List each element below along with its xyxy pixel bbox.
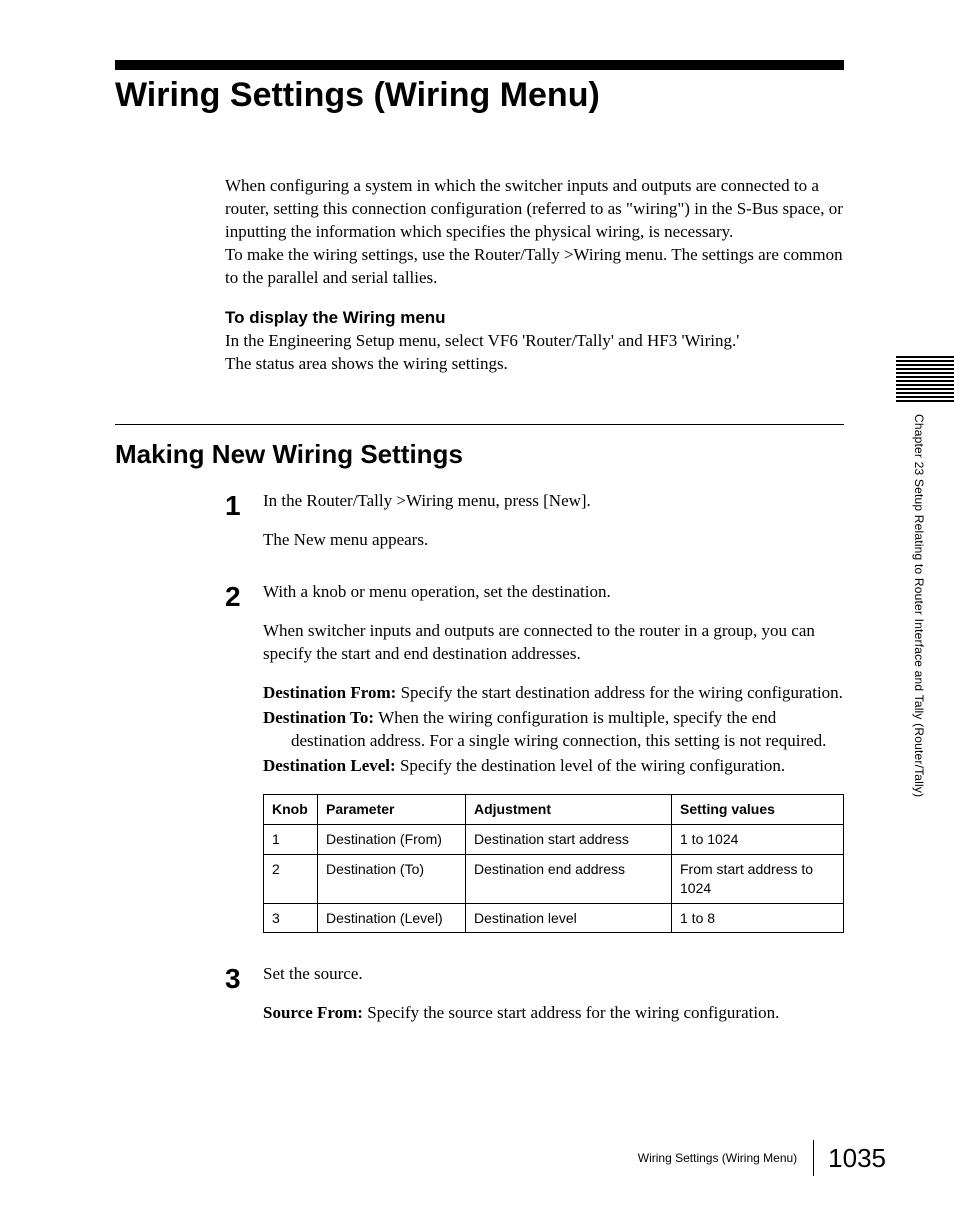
title-rule <box>115 60 844 70</box>
th-adjustment: Adjustment <box>466 795 672 825</box>
th-knob: Knob <box>264 795 318 825</box>
td: 1 <box>264 824 318 854</box>
step-number: 1 <box>225 490 263 568</box>
display-p1: In the Engineering Setup menu, select VF… <box>225 331 739 350</box>
step-1-p2: The New menu appears. <box>263 529 844 552</box>
intro-paragraph: When configuring a system in which the s… <box>225 175 844 290</box>
td: 2 <box>264 854 318 903</box>
def-term: Destination To: <box>263 708 378 727</box>
footer-title: Wiring Settings (Wiring Menu) <box>638 1151 797 1165</box>
page-title: Wiring Settings (Wiring Menu) <box>115 76 844 115</box>
step-1-p1: In the Router/Tally >Wiring menu, press … <box>263 490 844 513</box>
step-3: 3 Set the source. Source From: Specify t… <box>225 963 844 1041</box>
td: Destination (From) <box>318 824 466 854</box>
definition-list: Source From: Specify the source start ad… <box>263 1002 844 1025</box>
td: 3 <box>264 903 318 933</box>
step-3-p1: Set the source. <box>263 963 844 986</box>
td: Destination end address <box>466 854 672 903</box>
step-2-p1: With a knob or menu operation, set the d… <box>263 581 844 604</box>
td: Destination (To) <box>318 854 466 903</box>
def-term: Source From: <box>263 1003 367 1022</box>
intro-p2: To make the wiring settings, use the Rou… <box>225 245 843 287</box>
td: Destination level <box>466 903 672 933</box>
step-number: 2 <box>225 581 263 949</box>
td: 1 to 8 <box>672 903 844 933</box>
intro-p1: When configuring a system in which the s… <box>225 176 843 241</box>
footer-page-number: 1035 <box>828 1143 886 1174</box>
def-source-from: Source From: Specify the source start ad… <box>263 1002 844 1025</box>
table-row: 2 Destination (To) Destination end addre… <box>264 854 844 903</box>
display-p2: The status area shows the wiring setting… <box>225 354 508 373</box>
def-destination-to: Destination To: When the wiring configur… <box>263 707 844 753</box>
footer-rule <box>813 1140 814 1176</box>
def-term: Destination From: <box>263 683 401 702</box>
def-term: Destination Level: <box>263 756 400 775</box>
step-1: 1 In the Router/Tally >Wiring menu, pres… <box>225 490 844 568</box>
td: From start address to 1024 <box>672 854 844 903</box>
thumb-index-label: Chapter 23 Setup Relating to Router Inte… <box>912 414 926 797</box>
thumb-index-lines <box>896 356 954 404</box>
table-header-row: Knob Parameter Adjustment Setting values <box>264 795 844 825</box>
def-destination-level: Destination Level: Specify the destinati… <box>263 755 844 778</box>
def-body: Specify the start destination address fo… <box>401 683 843 702</box>
def-body: Specify the source start address for the… <box>367 1003 779 1022</box>
display-heading: To display the Wiring menu <box>225 308 844 328</box>
def-destination-from: Destination From: Specify the start dest… <box>263 682 844 705</box>
section-title: Making New Wiring Settings <box>115 439 844 470</box>
step-2: 2 With a knob or menu operation, set the… <box>225 581 844 949</box>
def-body: Specify the destination level of the wir… <box>400 756 785 775</box>
section-rule <box>115 424 844 425</box>
parameter-table: Knob Parameter Adjustment Setting values… <box>263 794 844 933</box>
definition-list: Destination From: Specify the start dest… <box>263 682 844 778</box>
th-setting-values: Setting values <box>672 795 844 825</box>
table-row: 3 Destination (Level) Destination level … <box>264 903 844 933</box>
td: 1 to 1024 <box>672 824 844 854</box>
display-body: In the Engineering Setup menu, select VF… <box>225 330 844 376</box>
th-parameter: Parameter <box>318 795 466 825</box>
step-2-p2: When switcher inputs and outputs are con… <box>263 620 844 666</box>
footer: Wiring Settings (Wiring Menu) 1035 <box>638 1140 886 1176</box>
td: Destination (Level) <box>318 903 466 933</box>
td: Destination start address <box>466 824 672 854</box>
step-number: 3 <box>225 963 263 1041</box>
table-row: 1 Destination (From) Destination start a… <box>264 824 844 854</box>
